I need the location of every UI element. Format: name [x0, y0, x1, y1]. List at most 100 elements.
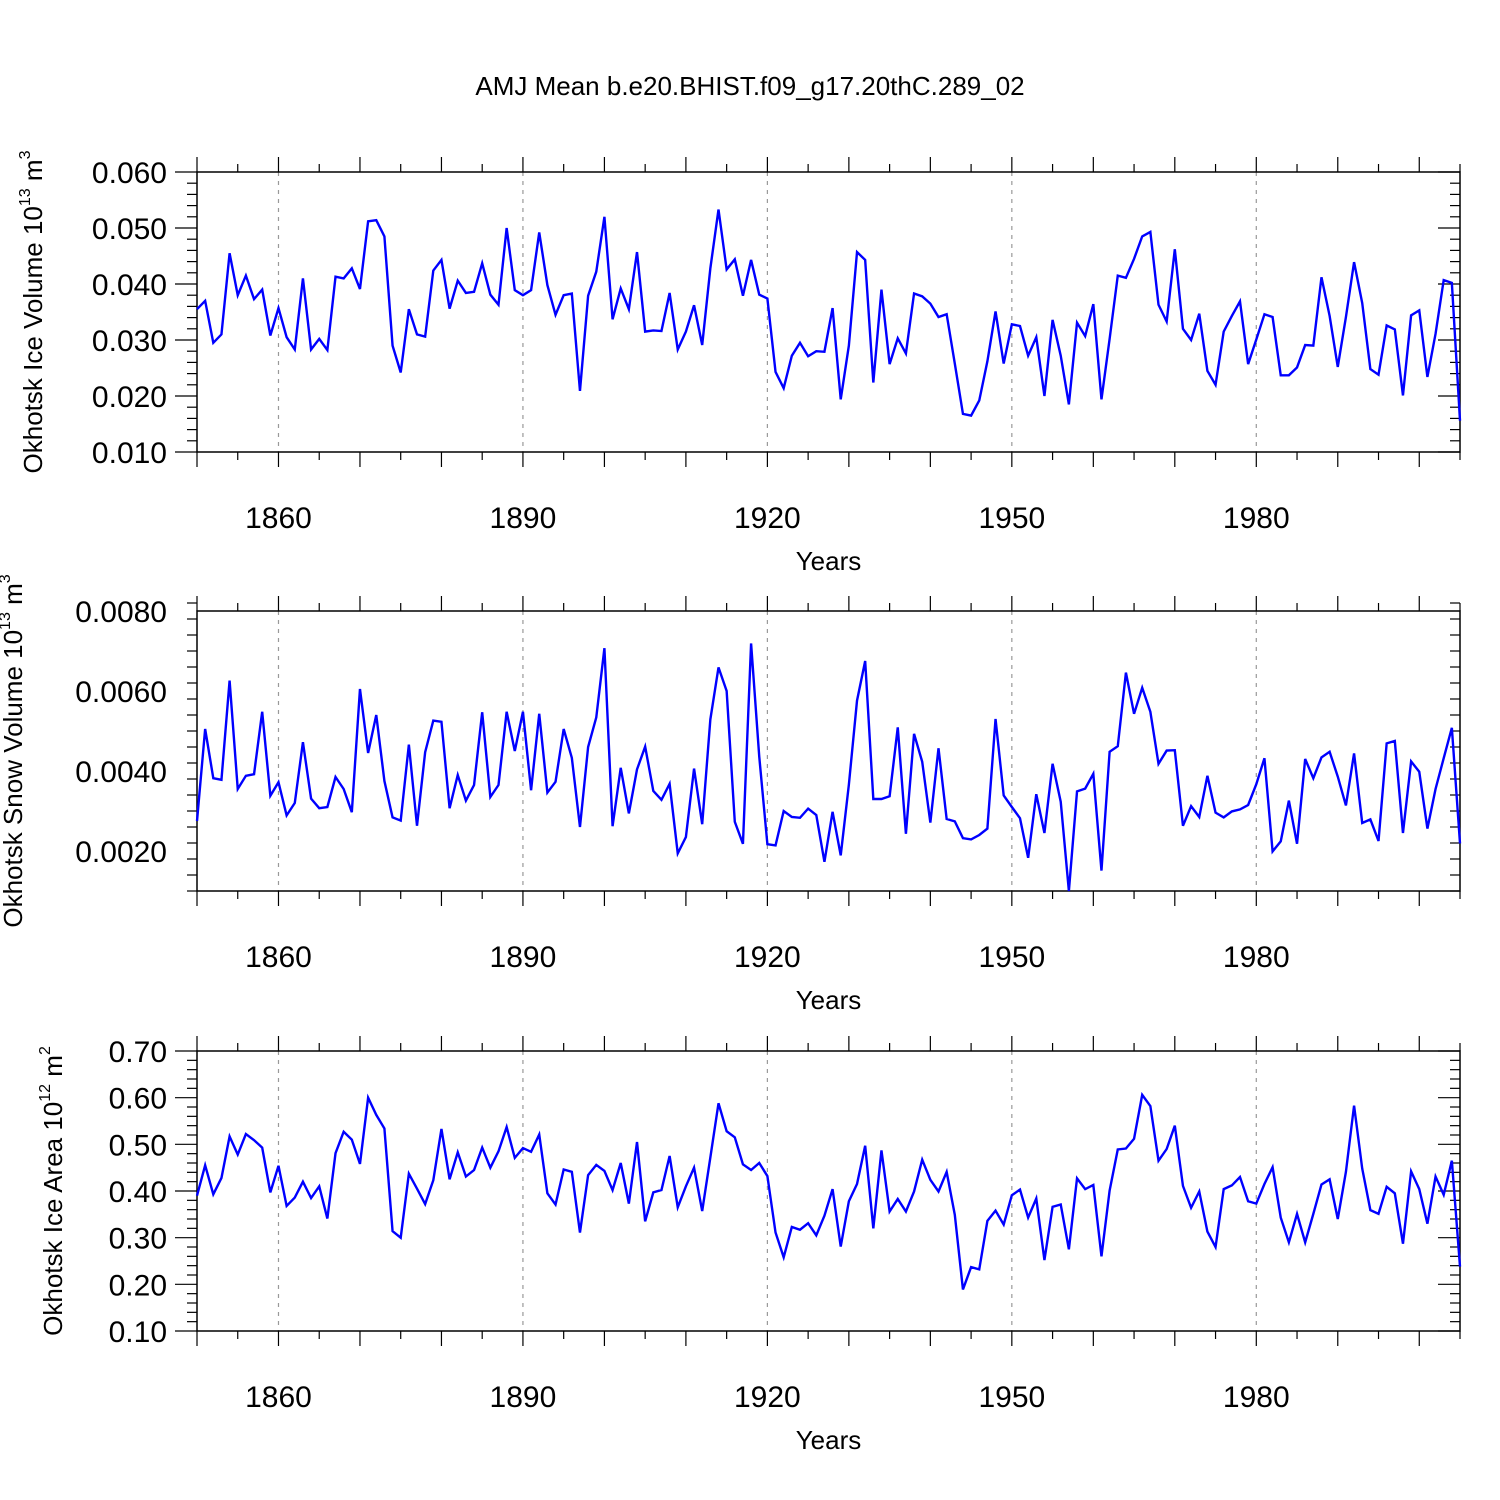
data-point — [750, 1169, 752, 1171]
data-point — [1304, 758, 1306, 760]
data-point — [465, 1175, 467, 1177]
y-axis-label: Okhotsk Ice Volume 1013 m3 — [17, 150, 48, 473]
data-point — [514, 1157, 516, 1159]
data-point — [408, 743, 410, 745]
data-point — [782, 1256, 784, 1258]
data-point — [1174, 248, 1176, 250]
data-point — [994, 718, 996, 720]
data-point — [424, 1203, 426, 1205]
data-point — [196, 820, 198, 822]
data-point — [400, 819, 402, 821]
data-point — [505, 227, 507, 229]
data-point — [359, 1163, 361, 1165]
data-point — [831, 811, 833, 813]
data-point — [872, 381, 874, 383]
data-point — [1385, 324, 1387, 326]
data-point — [1182, 825, 1184, 827]
data-point — [970, 1266, 972, 1268]
data-point — [1231, 315, 1233, 317]
data-point — [1117, 274, 1119, 276]
data-point — [212, 777, 214, 779]
data-point — [1043, 832, 1045, 834]
data-point — [913, 733, 915, 735]
data-point — [611, 1189, 613, 1191]
data-point — [994, 1209, 996, 1211]
data-point — [1418, 771, 1420, 773]
data-point — [717, 1102, 719, 1104]
data-point — [416, 333, 418, 335]
data-point — [921, 1159, 923, 1161]
data-point — [285, 1205, 287, 1207]
data-point — [978, 1268, 980, 1270]
data-point — [245, 274, 247, 276]
data-point — [856, 699, 858, 701]
data-point — [905, 1210, 907, 1212]
series-line — [196, 209, 1462, 421]
data-point — [1402, 832, 1404, 834]
data-point — [840, 398, 842, 400]
data-point — [342, 277, 344, 279]
data-point — [237, 1153, 239, 1155]
data-point — [1320, 1183, 1322, 1185]
data-point — [1108, 751, 1110, 753]
data-point — [1345, 804, 1347, 806]
data-point — [1377, 1213, 1379, 1215]
data-point — [611, 825, 613, 827]
y-tick-label: 0.20 — [109, 1269, 167, 1302]
y-tick-label: 0.0040 — [75, 756, 167, 789]
data-point — [652, 790, 654, 792]
data-point — [400, 1236, 402, 1238]
data-point — [1280, 840, 1282, 842]
data-point — [245, 775, 247, 777]
data-point — [277, 1165, 279, 1167]
data-point — [937, 316, 939, 318]
data-point — [326, 806, 328, 808]
x-tick-label: 1980 — [1223, 941, 1290, 974]
data-point — [334, 1152, 336, 1154]
data-point — [1426, 827, 1428, 829]
data-point — [815, 1234, 817, 1236]
data-point — [562, 1168, 564, 1170]
data-point — [261, 288, 263, 290]
data-point — [954, 362, 956, 364]
data-point — [367, 1096, 369, 1098]
data-point — [856, 1183, 858, 1185]
data-point — [815, 814, 817, 816]
data-point — [1019, 817, 1021, 819]
data-point — [660, 1189, 662, 1191]
data-point — [416, 825, 418, 827]
data-point — [685, 836, 687, 838]
data-point — [546, 1192, 548, 1194]
data-point — [1312, 1213, 1314, 1215]
data-point — [1076, 321, 1078, 323]
data-point — [823, 861, 825, 863]
data-point — [1353, 1104, 1355, 1106]
data-point — [538, 713, 540, 715]
data-point — [734, 821, 736, 823]
panel-ice-area: 0.10 0.20 0.30 0.40 0.50 0.60 0.70 1860 1890 1920… — [37, 1036, 1462, 1455]
plot-frame — [196, 610, 1461, 892]
data-point — [831, 307, 833, 309]
y-tick-label: 0.70 — [109, 1036, 167, 1069]
data-point — [1402, 394, 1404, 396]
data-point — [318, 1185, 320, 1187]
series-line — [195, 1091, 1462, 1290]
data-point — [742, 295, 744, 297]
data-point — [766, 843, 768, 845]
data-point — [1011, 323, 1013, 325]
data-point — [1092, 773, 1094, 775]
data-point — [579, 390, 581, 392]
data-point — [1206, 775, 1208, 777]
data-point — [954, 1214, 956, 1216]
data-point — [693, 1166, 695, 1168]
data-point — [1084, 787, 1086, 789]
data-point — [285, 336, 287, 338]
data-point — [1231, 1184, 1233, 1186]
data-point — [725, 690, 727, 692]
data-point — [1328, 751, 1330, 753]
data-point — [1068, 403, 1070, 405]
data-point — [1459, 842, 1461, 844]
data-point — [799, 342, 801, 344]
data-point — [872, 1227, 874, 1229]
